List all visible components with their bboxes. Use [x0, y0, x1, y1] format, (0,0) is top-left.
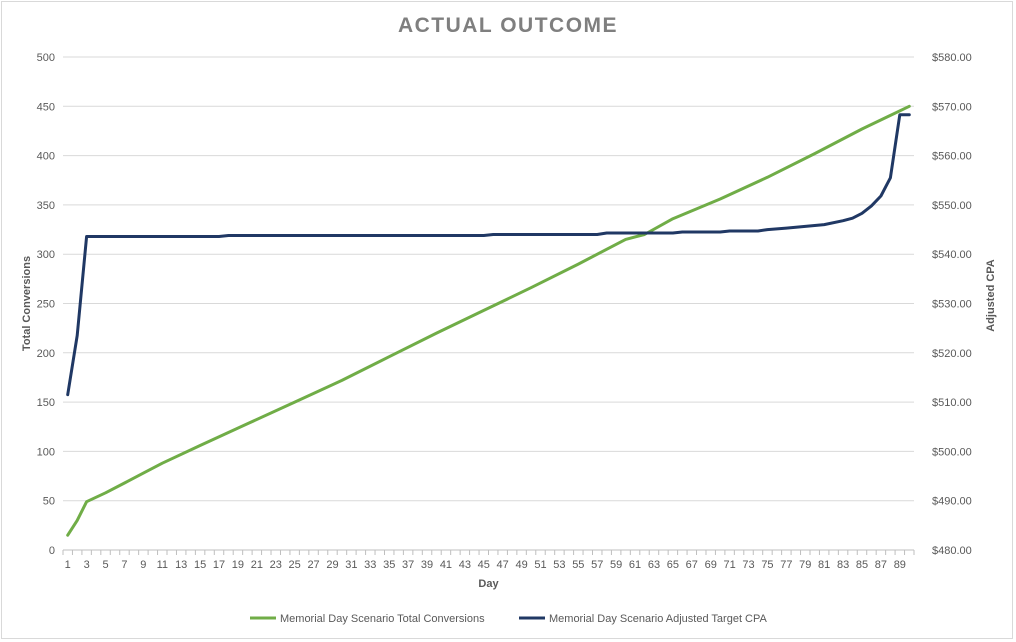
x-tick-label: 15 — [194, 559, 206, 571]
x-tick-label: 35 — [383, 559, 395, 571]
y-right-tick-label: $500.00 — [932, 446, 972, 458]
x-tick-label: 19 — [232, 559, 244, 571]
y-left-axis-title: Total Conversions — [21, 256, 33, 351]
x-tick-label: 39 — [421, 559, 433, 571]
y-right-tick-label: $510.00 — [932, 397, 972, 409]
x-tick-label: 25 — [289, 559, 301, 571]
x-tick-label: 87 — [875, 559, 887, 571]
x-tick-label: 3 — [84, 559, 90, 571]
x-tick-label: 33 — [364, 559, 376, 571]
x-tick-label: 11 — [157, 559, 168, 571]
x-tick-label: 65 — [667, 559, 679, 571]
x-tick-label: 17 — [213, 559, 225, 571]
series-line-1 — [66, 104, 911, 537]
x-tick-label: 23 — [270, 559, 282, 571]
y-left-tick-label: 350 — [37, 200, 55, 212]
y-left-tick-label: 100 — [37, 446, 55, 458]
x-tick-label: 1 — [65, 559, 71, 571]
x-tick-label: 89 — [894, 559, 906, 571]
x-tick-label: 7 — [121, 559, 127, 571]
x-tick-label: 59 — [610, 559, 622, 571]
x-tick-label: 79 — [799, 559, 811, 571]
y-right-tick-label: $540.00 — [932, 249, 972, 261]
y-right-tick-label: $520.00 — [932, 348, 972, 360]
y-right-axis-title: Adjusted CPA — [985, 259, 997, 332]
legend-label-1: Memorial Day Scenario Total Conversions — [280, 613, 485, 625]
x-tick-label: 69 — [705, 559, 717, 571]
x-tick-label: 75 — [761, 559, 773, 571]
x-tick-label: 73 — [742, 559, 754, 571]
y-left-tick-label: 400 — [37, 151, 55, 163]
y-left-tick-label: 300 — [37, 249, 55, 261]
x-tick-label: 55 — [572, 559, 584, 571]
x-tick-label: 13 — [175, 559, 187, 571]
x-tick-label: 47 — [497, 559, 509, 571]
x-tick-label: 85 — [856, 559, 868, 571]
x-tick-label: 43 — [459, 559, 471, 571]
x-tick-label: 57 — [591, 559, 603, 571]
x-tick-label: 63 — [648, 559, 660, 571]
x-tick-label: 53 — [553, 559, 565, 571]
x-tick-label: 45 — [478, 559, 490, 571]
chart-title: ACTUAL OUTCOME — [397, 14, 619, 37]
series-line-2 — [66, 113, 911, 397]
x-tick-label: 67 — [686, 559, 698, 571]
y-left-tick-label: 250 — [37, 299, 55, 311]
x-tick-label: 21 — [251, 559, 263, 571]
y-left-tick-label: 50 — [43, 496, 55, 508]
x-tick-label: 31 — [345, 559, 357, 571]
y-right-tick-label: $530.00 — [932, 299, 972, 311]
x-tick-label: 29 — [326, 559, 338, 571]
x-tick-label: 5 — [102, 559, 108, 571]
x-tick-label: 81 — [818, 559, 830, 571]
x-tick-label: 61 — [629, 559, 641, 571]
y-left-tick-label: 500 — [37, 52, 55, 64]
y-left-tick-label: 450 — [37, 101, 55, 113]
x-tick-label: 49 — [515, 559, 527, 571]
y-left-tick-label: 200 — [37, 348, 55, 360]
x-tick-label: 51 — [534, 559, 546, 571]
y-right-tick-label: $580.00 — [932, 52, 972, 64]
y-right-tick-label: $480.00 — [932, 545, 972, 557]
x-tick-label: 71 — [723, 559, 735, 571]
x-tick-label: 41 — [440, 559, 452, 571]
x-axis-title: Day — [478, 578, 499, 590]
y-right-tick-label: $570.00 — [932, 101, 972, 113]
y-right-tick-label: $490.00 — [932, 496, 972, 508]
y-right-tick-label: $560.00 — [932, 151, 972, 163]
y-left-tick-label: 150 — [37, 397, 55, 409]
x-tick-label: 37 — [402, 559, 414, 571]
x-tick-label: 27 — [307, 559, 319, 571]
x-tick-label: 77 — [780, 559, 792, 571]
y-right-tick-label: $550.00 — [932, 200, 972, 212]
x-tick-label: 83 — [837, 559, 849, 571]
x-tick-label: 9 — [140, 559, 146, 571]
y-left-tick-label: 0 — [49, 545, 55, 557]
legend-label-2: Memorial Day Scenario Adjusted Target CP… — [549, 613, 768, 625]
